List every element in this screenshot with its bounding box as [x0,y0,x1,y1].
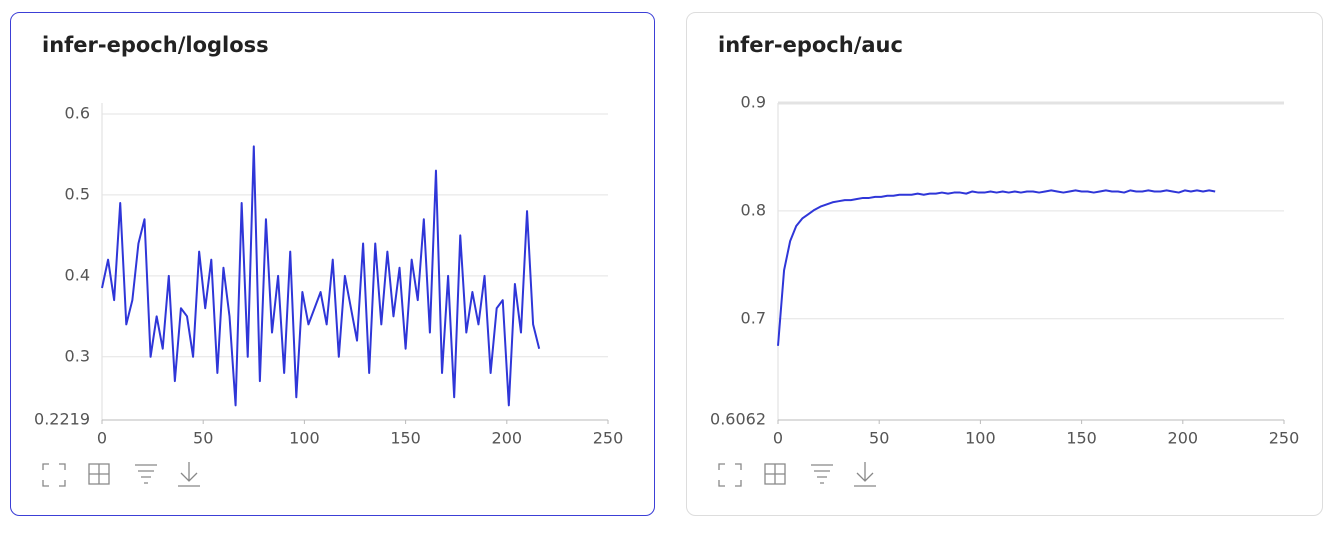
x-tick-label: 0 [97,429,107,448]
y-tick-label: 0.5 [65,184,90,203]
line-series [777,189,1216,346]
toolbar[interactable] [718,462,876,487]
x-tick-label: 150 [390,429,421,448]
x-tick-label: 200 [1168,429,1199,448]
y-tick-label: 0.6062 [710,410,766,429]
x-tick-label: 50 [869,429,889,448]
card [686,12,1323,516]
x-tick-label: 100 [289,429,320,448]
x-tick-label: 250 [593,429,624,448]
y-tick-label: 0.9 [741,93,766,112]
line-series [101,145,541,407]
y-tick-label: 0.7 [741,308,766,327]
y-tick-label: 0.3 [65,346,90,365]
x-tick-label: 250 [1269,429,1300,448]
y-tick-label: 0.4 [65,265,90,284]
x-tick-label: 200 [492,429,523,448]
y-tick-label: 0.8 [741,200,766,219]
chart-title: infer-epoch/auc [718,33,903,57]
x-tick-label: 50 [193,429,213,448]
chart-title: infer-epoch/logloss [42,33,269,57]
y-tick-label: 0.2219 [34,410,90,429]
x-tick-label: 0 [773,429,783,448]
toolbar[interactable] [42,462,200,487]
x-tick-label: 150 [1066,429,1097,448]
y-tick-label: 0.6 [65,104,90,123]
x-tick-label: 100 [965,429,996,448]
